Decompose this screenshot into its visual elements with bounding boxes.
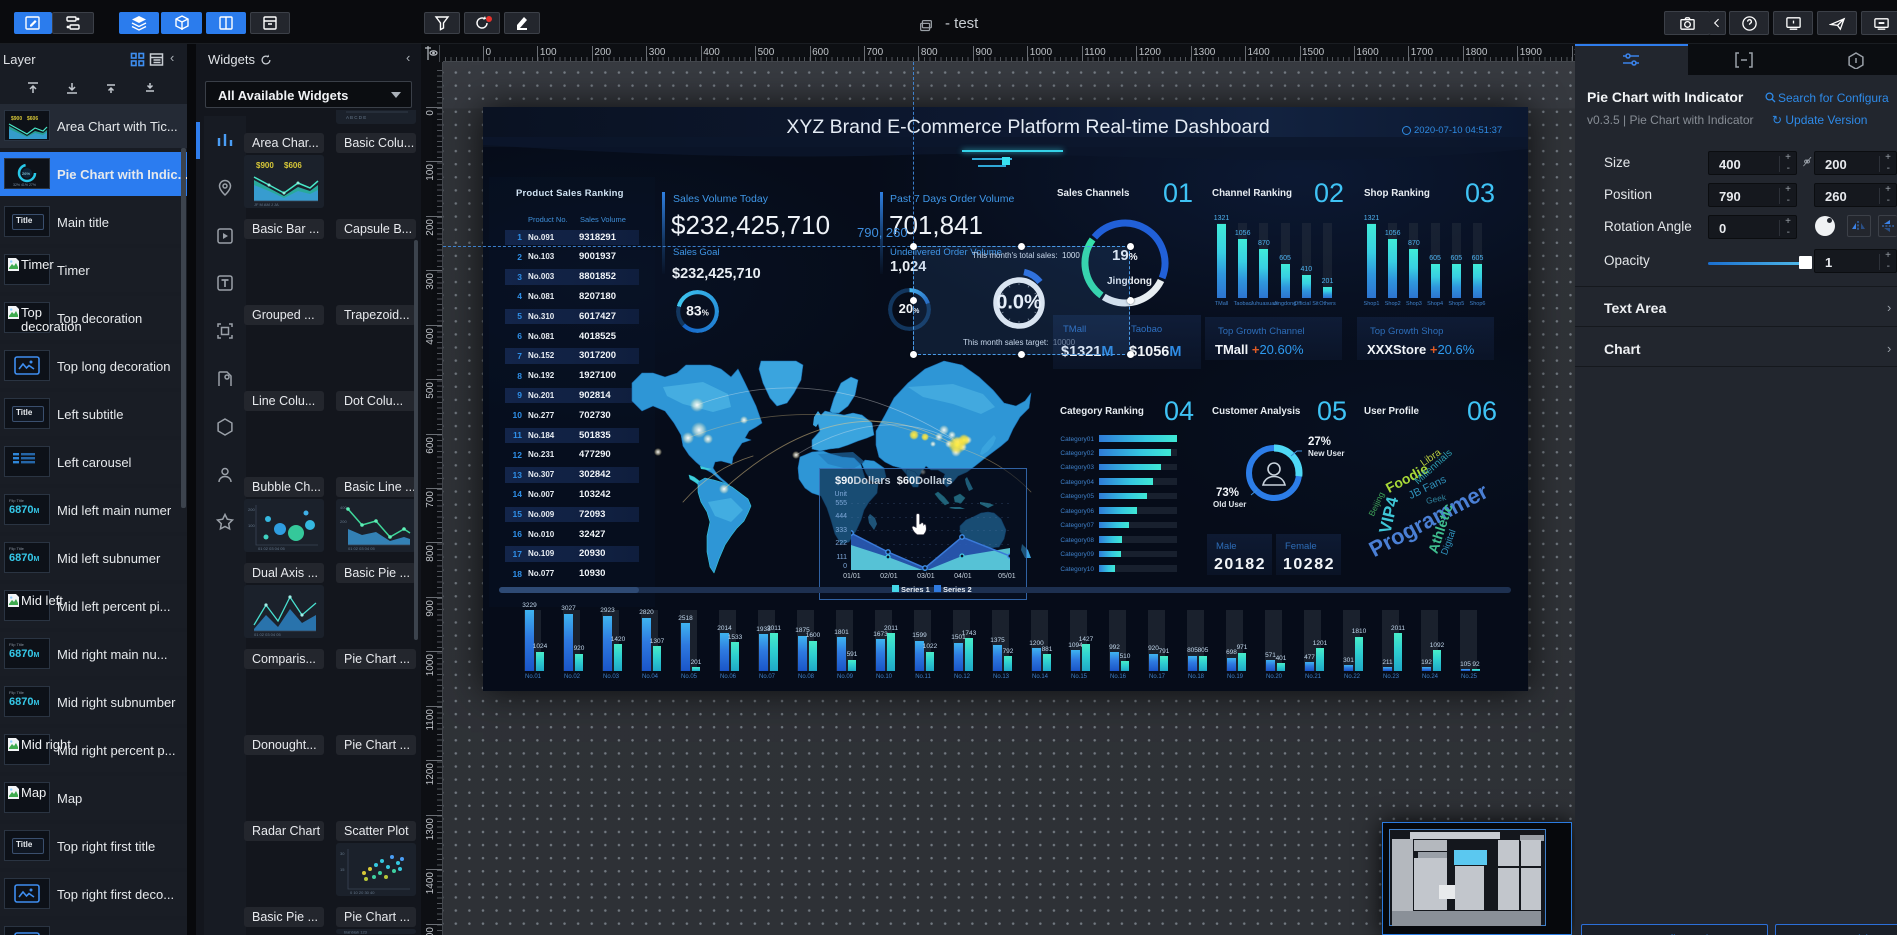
svg-text:$900: $900 (256, 161, 274, 170)
svg-text:32% 41% 27%: 32% 41% 27% (13, 183, 36, 187)
svg-text:$606: $606 (284, 161, 302, 170)
svg-text:0 10 20 30 40: 0 10 20 30 40 (350, 890, 375, 895)
svg-text:30: 30 (340, 851, 345, 856)
svg-text:26%: 26% (22, 171, 30, 176)
svg-text:100: 100 (248, 523, 255, 528)
svg-text:400: 400 (340, 505, 347, 510)
svg-text:$606: $606 (27, 116, 38, 122)
svg-text:$900: $900 (11, 116, 22, 122)
svg-text:01 02 03 04 05: 01 02 03 04 05 (348, 546, 375, 551)
svg-text:200: 200 (340, 519, 347, 524)
svg-text:A B C D E: A B C D E (346, 115, 366, 120)
svg-text:200: 200 (248, 507, 255, 512)
svg-text:01 02 03 04 05: 01 02 03 04 05 (258, 546, 285, 551)
svg-text:15: 15 (340, 867, 345, 872)
svg-text:01 02 03 04 05: 01 02 03 04 05 (254, 632, 281, 637)
svg-text:JF M AM J JA: JF M AM J JA (254, 202, 279, 207)
svg-text:blahblah 123: blahblah 123 (344, 930, 368, 935)
